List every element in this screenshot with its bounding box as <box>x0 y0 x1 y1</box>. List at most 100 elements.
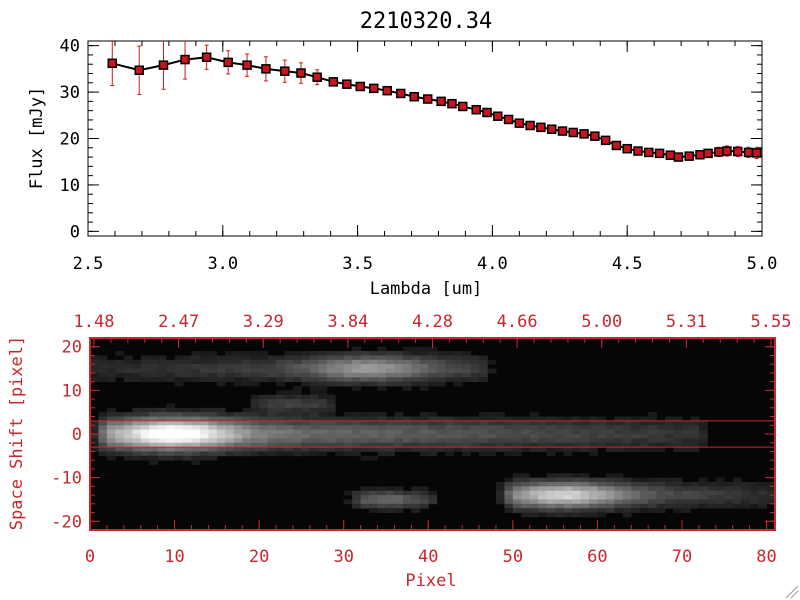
image-pixel <box>352 364 362 369</box>
image-pixel <box>301 429 311 435</box>
image-pixel <box>259 359 268 365</box>
image-pixel <box>605 490 615 496</box>
image-pixel <box>174 368 184 374</box>
image-pixel <box>394 495 404 500</box>
image-pixel <box>149 425 159 431</box>
image-pixel <box>487 420 497 426</box>
image-pixel <box>191 351 201 356</box>
image-pixel <box>149 429 159 435</box>
image-pixel <box>698 420 708 426</box>
data-point <box>536 122 546 133</box>
resize-grip-icon[interactable] <box>785 585 799 599</box>
image-pixel <box>132 377 142 383</box>
image-pixel <box>157 364 167 369</box>
image-pixel <box>402 386 412 391</box>
image-pixel <box>98 364 108 369</box>
image-pixel <box>504 442 514 448</box>
image-pixel <box>343 425 353 431</box>
image-pixel <box>462 364 471 369</box>
image-pixel <box>318 420 328 426</box>
image-pixel <box>216 377 226 383</box>
image-pixel <box>529 442 539 448</box>
image-pixel <box>98 434 108 439</box>
image-pixel <box>588 425 598 431</box>
image-pixel <box>428 346 438 352</box>
image-pixel <box>276 364 285 369</box>
image-pixel <box>166 403 175 409</box>
image-pixel <box>335 416 345 422</box>
image-pixel <box>242 442 252 448</box>
y-tick-label: 20 <box>62 338 82 358</box>
image-pixel <box>140 407 150 413</box>
image-pixel <box>267 412 277 417</box>
image-pixel <box>555 495 564 500</box>
image-pixel <box>546 438 556 444</box>
image-pixel <box>436 368 446 374</box>
image-pixel <box>360 368 370 374</box>
image-pixel <box>428 381 438 387</box>
image-pixel <box>504 438 514 444</box>
image-pixel <box>140 377 150 383</box>
x-tick-label: 60 <box>587 547 607 567</box>
image-pixel <box>639 486 649 492</box>
image-pixel <box>318 438 328 444</box>
image-pixel <box>115 425 125 431</box>
image-pixel <box>360 503 370 509</box>
image-pixel <box>741 503 751 509</box>
image-pixel <box>428 442 438 448</box>
image-pixel <box>343 438 353 444</box>
image-pixel <box>580 473 590 479</box>
image-pixel <box>445 434 455 439</box>
image-pixel <box>132 359 142 365</box>
image-pixel <box>453 372 463 378</box>
image-pixel <box>174 425 184 431</box>
image-pixel <box>470 368 480 374</box>
image-pixel <box>690 434 700 439</box>
image-pixel <box>495 442 505 448</box>
image-pixel <box>504 416 514 422</box>
data-point <box>447 98 457 109</box>
image-pixel <box>555 429 564 435</box>
image-pixel <box>123 416 133 422</box>
image-pixel <box>360 438 370 444</box>
image-pixel <box>690 438 700 444</box>
image-pixel <box>521 473 531 479</box>
image-pixel <box>301 368 311 374</box>
image-pixel <box>183 359 192 365</box>
image-plot-area: 0 10 20 30 40 50 60 70 80 1.48 2.47 3.29 3.84 4.28 4.6… <box>51 312 791 567</box>
image-pixel <box>546 447 556 452</box>
image-pixel <box>402 495 412 500</box>
image-pixel <box>512 447 522 452</box>
image-pixel <box>555 490 564 496</box>
image-pixel <box>597 434 607 439</box>
image-pixel <box>292 416 302 422</box>
image-pixel <box>385 381 395 387</box>
image-pixel <box>529 512 539 518</box>
image-pixel <box>225 351 235 356</box>
image-pixel <box>462 447 471 452</box>
image-pixel <box>605 482 615 487</box>
x-tick-label: 70 <box>672 547 692 567</box>
image-pixel <box>639 447 649 452</box>
image-pixel <box>631 438 641 444</box>
image-pixel <box>225 412 235 417</box>
image-pixel <box>453 381 463 387</box>
image-pixel <box>191 368 201 374</box>
image-pixel <box>149 460 159 465</box>
image-pixel <box>140 359 150 365</box>
image-pixel <box>656 477 666 483</box>
image-pixel <box>529 420 539 426</box>
image-pixel <box>259 399 268 404</box>
image-pixel <box>377 416 387 422</box>
image-pixel <box>318 355 328 361</box>
image-pixel <box>149 442 159 448</box>
image-pixel <box>140 364 150 369</box>
image-pixel <box>402 351 412 356</box>
image-pixel <box>157 359 167 365</box>
image-pixel <box>360 429 370 435</box>
image-pixel <box>157 438 167 444</box>
image-pixel <box>487 416 497 422</box>
image-pixel <box>580 438 590 444</box>
image-pixel <box>335 359 345 365</box>
image-pixel <box>98 377 108 383</box>
